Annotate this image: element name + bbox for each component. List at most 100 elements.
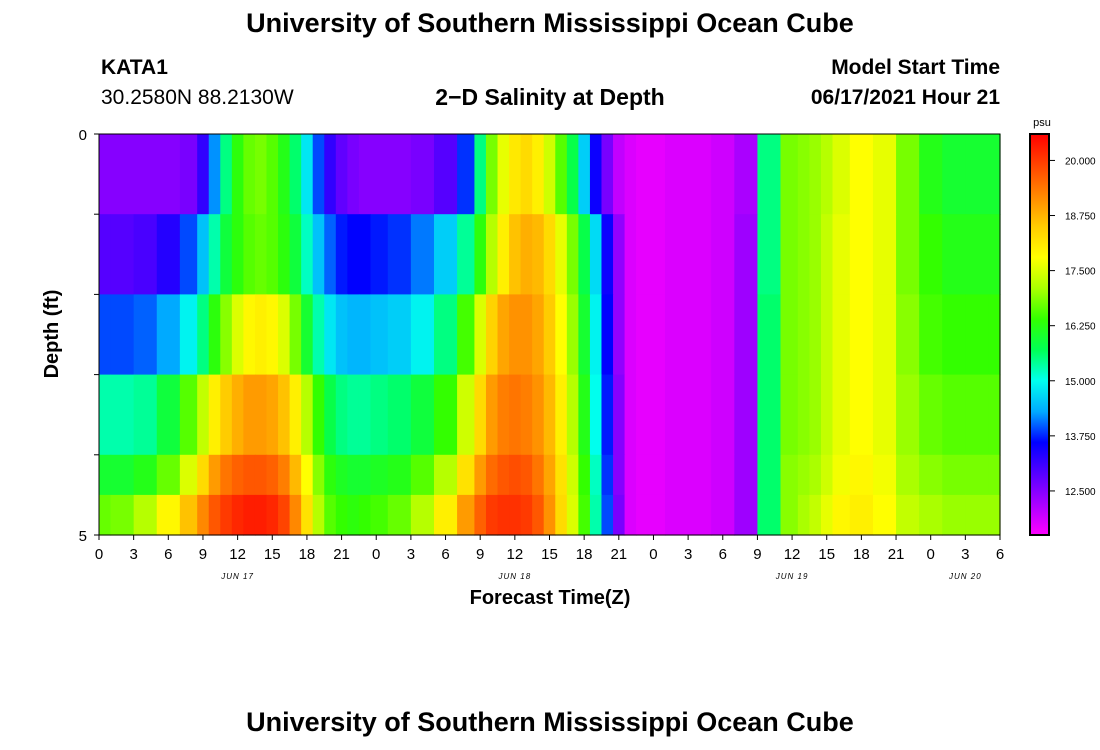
heatmap-cell [734, 494, 759, 536]
heatmap-cell [613, 294, 626, 376]
heatmap-cell [543, 374, 556, 456]
heatmap-cell [734, 134, 759, 215]
heatmap-cell [543, 134, 556, 215]
heatmap-cell [988, 374, 1001, 456]
heatmap-cell [133, 454, 158, 496]
heatmap-cell [358, 134, 372, 215]
heatmap-cell [457, 134, 476, 215]
heatmap-cell [780, 454, 799, 496]
heatmap-cell [711, 294, 735, 376]
heatmap-cell [133, 134, 158, 215]
heatmap-cell [156, 134, 181, 215]
heatmap-cell [520, 374, 533, 456]
colorbar: psu 20.000 18.750 17.500 16.250 15.000 13.750… [1029, 117, 1096, 536]
heatmap-cell [197, 454, 210, 496]
heatmap-cell [566, 374, 579, 456]
heatmap-cell [555, 374, 568, 456]
heatmap-cell [231, 134, 244, 215]
heatmap-cell [647, 134, 666, 215]
heatmap-cell [942, 454, 966, 496]
heatmap-cell [324, 134, 337, 215]
heatmap-cell [133, 494, 158, 536]
heatmap-cell [301, 454, 314, 496]
x-tick-label: 18 [299, 546, 316, 563]
heatmap-cell [301, 294, 314, 376]
heatmap-cell [179, 454, 198, 496]
heatmap-cell [780, 214, 799, 295]
heatmap-cell [254, 294, 268, 376]
heatmap-cell [474, 214, 487, 295]
colorbar-tick-label: 18.750 [1065, 212, 1096, 223]
heatmap-cell [312, 134, 325, 215]
heatmap-cell [497, 214, 510, 295]
heatmap-cell [347, 134, 360, 215]
heatmap-cell [220, 294, 233, 376]
x-tick-label: 0 [95, 546, 103, 563]
heatmap-cell [543, 294, 556, 376]
heatmap-cell [872, 214, 897, 295]
heatmap-cell [942, 294, 966, 376]
heatmap-cell [589, 294, 603, 376]
heatmap-cell [208, 374, 221, 456]
heatmap-cell [988, 294, 1001, 376]
page-title: University of Southern Mississippi Ocean… [246, 8, 854, 38]
heatmap-cell [636, 294, 649, 376]
heatmap-cell [520, 134, 533, 215]
x-tick-label: 6 [996, 546, 1004, 563]
heatmap-cell [820, 214, 834, 295]
heatmap-cell [347, 294, 360, 376]
heatmap-cell [734, 374, 759, 456]
heatmap-cell [289, 374, 302, 456]
heatmap-cell [347, 494, 360, 536]
heatmap-cell [820, 494, 834, 536]
heatmap-cell [410, 374, 435, 456]
station-coordinates: 30.2580N 88.2130W [101, 86, 294, 109]
heatmap-cell [497, 494, 510, 536]
heatmap-cell [312, 294, 325, 376]
heatmap-cell [197, 214, 210, 295]
heatmap-cell [220, 454, 233, 496]
heatmap-cell [780, 134, 799, 215]
heatmap-cell [433, 374, 458, 456]
heatmap-cell [99, 294, 112, 376]
heatmap-cell [757, 214, 782, 295]
heatmap-cell [457, 294, 476, 376]
heatmap-cell [896, 454, 920, 496]
heatmap-cell [433, 454, 458, 496]
x-tick-label: 6 [441, 546, 449, 563]
heatmap-cell [988, 214, 1001, 295]
date-label: JUN 19 [775, 572, 809, 581]
heatmap-cell [324, 294, 337, 376]
x-tick-label: 0 [372, 546, 380, 563]
heatmap-cell [919, 294, 943, 376]
heatmap-cell [578, 214, 591, 295]
heatmap-cell [220, 134, 233, 215]
heatmap-cell [832, 214, 851, 295]
heatmap-cell [566, 494, 579, 536]
heatmap-cell [335, 374, 348, 456]
heatmap-cell [231, 214, 244, 295]
heatmap-cell [849, 214, 874, 295]
heatmap-cell [509, 214, 522, 295]
heatmap-cell [254, 134, 268, 215]
heatmap-cell [688, 214, 712, 295]
heatmap-cell [849, 374, 874, 456]
heatmap-cell [231, 374, 244, 456]
x-tick-label: 18 [853, 546, 870, 563]
x-tick-label: 15 [818, 546, 835, 563]
heatmap-cell [797, 374, 810, 456]
heatmap-cell [324, 374, 337, 456]
heatmap-cell [433, 494, 458, 536]
heatmap-cell [410, 134, 435, 215]
heatmap-cell [231, 294, 244, 376]
heatmap-cell [335, 134, 348, 215]
heatmap-cell [797, 134, 810, 215]
heatmap-cell [647, 454, 666, 496]
x-tick-label: 15 [541, 546, 558, 563]
heatmap-cell [347, 454, 360, 496]
heatmap-cell [197, 134, 210, 215]
heatmap-cell [520, 494, 533, 536]
heatmap-cell [624, 454, 637, 496]
model-start-value: 06/17/2021 Hour 21 [810, 86, 1000, 109]
heatmap-cell [601, 294, 614, 376]
